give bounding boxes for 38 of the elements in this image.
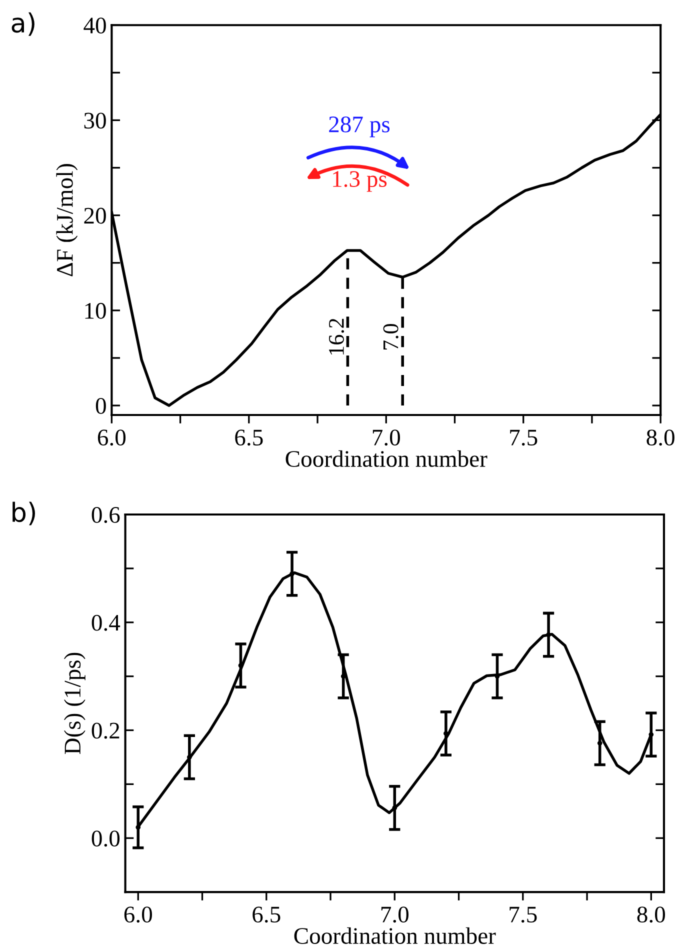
x-tick-label: 7.5 [510,430,538,446]
x-tick-label: 6.0 [98,430,126,446]
x-tick-label: 6.5 [252,906,280,923]
y-axis-title: ΔF (kJ/mol) [56,164,78,276]
point [187,754,192,760]
point [392,805,398,810]
y-tick-label: 0.6 [92,506,120,524]
y-tick-label: 0 [96,398,106,414]
point [290,571,294,576]
x-tick-label: 6.0 [124,906,152,923]
y-axis-title: D(s) (1/ps) [64,652,86,754]
annotation: 287 ps [329,116,390,138]
x-tick-label: 7.0 [372,430,400,446]
x-tick-label: 6.5 [235,430,263,446]
x-axis-title: Coordination number [294,927,496,944]
point [444,731,448,736]
x-tick-label: 7.0 [381,906,408,923]
y-tick-label: 0.2 [92,722,120,739]
y-tick-label: 0.0 [92,830,120,847]
text: a) [12,12,34,36]
point [136,824,141,830]
x-tick-label: 7.5 [510,906,537,923]
point [546,632,551,638]
y-tick-label: 0.4 [92,614,120,631]
y-tick-label: 10 [85,302,106,319]
annotation: 1.3 ps [333,171,387,192]
text: b) [12,502,35,526]
x-tick-label: 8.0 [637,906,666,923]
annotation: 7.0 [383,324,398,350]
annotation: 16.2 [329,318,344,355]
x-axis-title: Coordination number [286,450,488,467]
point [597,740,602,746]
y-tick-label: 40 [84,18,106,34]
point [340,674,346,679]
x-tick-label: 8.0 [646,430,674,446]
y-tick-label: 20 [84,208,106,224]
point [648,732,654,737]
y-tick-label: 30 [84,112,106,129]
